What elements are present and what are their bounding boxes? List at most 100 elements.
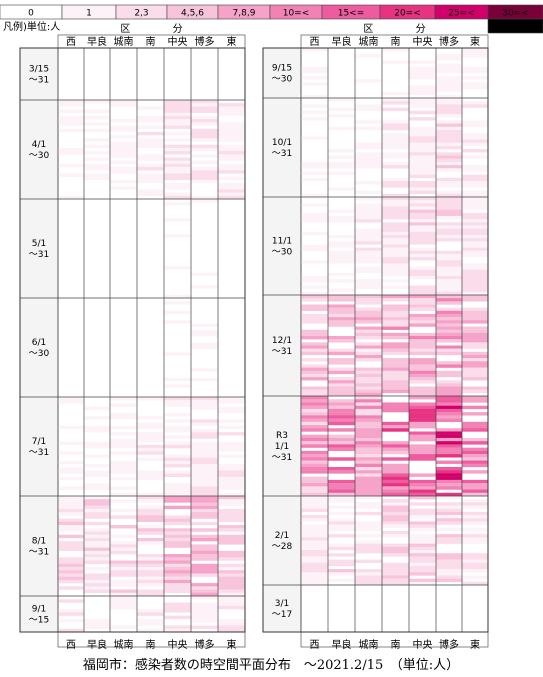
heat-cell (301, 441, 328, 445)
heat-cell (191, 333, 218, 337)
heat-cell (84, 573, 110, 577)
heat-cell (355, 463, 382, 468)
heat-cell (164, 470, 191, 474)
heat-cell (328, 434, 355, 439)
month-label-line: 11/1 (272, 237, 292, 247)
heat-cell (409, 323, 436, 327)
heat-cell (328, 107, 355, 111)
heat-cell (218, 492, 245, 497)
heat-cell (382, 307, 409, 311)
heat-cell (191, 428, 218, 433)
heat-cell (110, 444, 137, 449)
heat-cell (382, 197, 409, 201)
heat-cell (328, 521, 355, 525)
month-label: 7/1 ～31 (29, 437, 49, 458)
heat-cell (382, 479, 409, 484)
heat-cell (301, 48, 328, 52)
heat-cell (436, 107, 462, 111)
heat-cell (84, 100, 110, 104)
heat-cell (409, 572, 436, 576)
heat-cell (436, 336, 462, 340)
heat-cell (382, 304, 409, 308)
heat-cell (301, 524, 328, 528)
heat-cell (191, 345, 218, 350)
heat-cell (84, 464, 110, 468)
heat-cell (436, 380, 462, 384)
heat-cell (355, 470, 382, 474)
heat-cell (218, 419, 245, 423)
heat-cell (301, 373, 328, 378)
heat-cell (58, 547, 84, 552)
heat-cell (436, 399, 462, 403)
heat-cell (164, 554, 191, 558)
heat-cell (328, 492, 355, 497)
heat-cell (462, 454, 488, 458)
heat-cell (355, 295, 382, 299)
heat-cell (355, 415, 382, 419)
heat-cell (436, 212, 462, 217)
heat-cell (436, 383, 462, 387)
heat-cell (328, 317, 355, 321)
heat-cell (164, 320, 191, 324)
heat-cell (58, 441, 84, 446)
heat-cell (409, 508, 436, 513)
heat-cell (328, 486, 355, 490)
heat-cell (462, 470, 488, 474)
heat-cell (355, 496, 382, 500)
legend-label: 40=< (502, 23, 529, 33)
heat-cell (409, 569, 436, 573)
heat-cell (382, 402, 409, 406)
heat-cell (436, 476, 462, 481)
heat-cell (436, 238, 462, 242)
heat-cell (301, 320, 328, 324)
heat-cell (301, 515, 328, 519)
heat-cell (328, 559, 355, 563)
heat-cell (301, 562, 328, 567)
heat-cell (137, 566, 164, 571)
heat-cell (110, 151, 137, 155)
heat-cell (164, 160, 191, 165)
heat-cell (58, 528, 84, 532)
month-label: 8/1 ～31 (29, 537, 49, 558)
heat-cell (191, 605, 218, 610)
heat-cell (436, 104, 462, 108)
heat-cell (382, 348, 409, 353)
heat-cell (355, 285, 382, 289)
heat-cell (409, 219, 436, 223)
heat-cell (462, 386, 488, 390)
heat-cell (382, 326, 409, 330)
month-label-line: R3 (276, 431, 288, 441)
heat-cell (191, 534, 218, 539)
heat-cell (301, 421, 328, 426)
heat-cell (137, 144, 164, 149)
heat-cell (355, 425, 382, 429)
heat-cell (191, 368, 218, 372)
heat-cell (462, 313, 488, 318)
heat-cell (462, 48, 488, 52)
heat-cell (58, 579, 84, 584)
heat-cell (218, 444, 245, 449)
heat-cell (382, 358, 409, 362)
heat-cell (164, 125, 191, 129)
heat-cell (328, 546, 355, 551)
heat-cell (409, 581, 436, 586)
heat-cell (110, 412, 137, 417)
heat-cell (328, 370, 355, 375)
heat-cell (218, 131, 245, 136)
heat-cell (137, 618, 164, 623)
heat-cell (355, 367, 382, 371)
heat-cell (84, 109, 110, 113)
heat-cell (462, 298, 488, 302)
heat-cell (191, 473, 218, 478)
heat-cell (301, 476, 328, 481)
heat-cell (382, 206, 409, 210)
heat-cell (355, 79, 382, 83)
heat-cell (436, 565, 462, 570)
heat-cell (191, 470, 218, 474)
heat-cell (355, 450, 382, 455)
heat-cell (110, 599, 137, 603)
heat-cell (409, 408, 436, 413)
heat-cell (191, 489, 218, 494)
legend-label: 15<= (338, 9, 365, 19)
